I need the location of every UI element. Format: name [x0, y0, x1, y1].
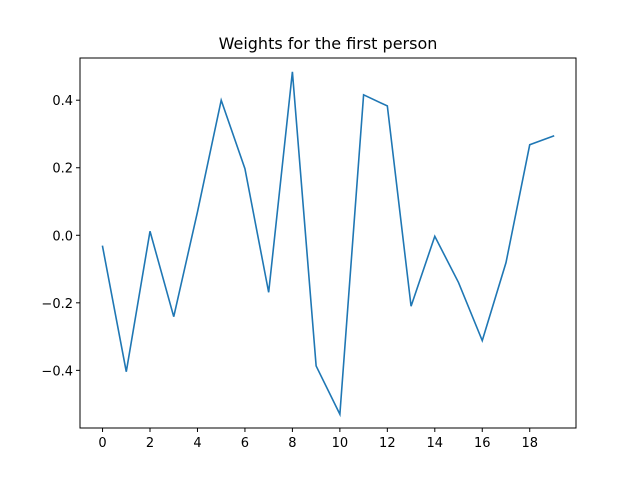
x-tick-label: 2 — [146, 436, 154, 451]
y-tick-label: 0.0 — [52, 229, 73, 244]
x-tick-label: 8 — [288, 436, 296, 451]
axis-ticks: 0 2 4 6 8 10 12 14 16 18 −0.4 −0.2 0.0 0.2 0.4 — [41, 94, 538, 451]
x-tick-label: 18 — [521, 436, 538, 451]
x-tick-label: 6 — [241, 436, 249, 451]
series-layer — [101, 71, 555, 418]
y-tick-label: 0.2 — [52, 162, 73, 177]
y-tick-label: −0.2 — [41, 297, 73, 312]
series-line — [101, 71, 555, 418]
x-tick-label: 0 — [98, 436, 106, 451]
y-tick-label: 0.4 — [52, 94, 73, 109]
y-tick-label: −0.4 — [41, 364, 73, 379]
x-tick-label: 10 — [332, 436, 349, 451]
x-tick-label: 12 — [379, 436, 396, 451]
x-tick-label: 14 — [427, 436, 444, 451]
x-tick-label: 16 — [474, 436, 491, 451]
axes-frame — [79, 57, 577, 429]
x-tick-label: 4 — [193, 436, 201, 451]
chart-title: Weights for the first person — [219, 34, 438, 53]
